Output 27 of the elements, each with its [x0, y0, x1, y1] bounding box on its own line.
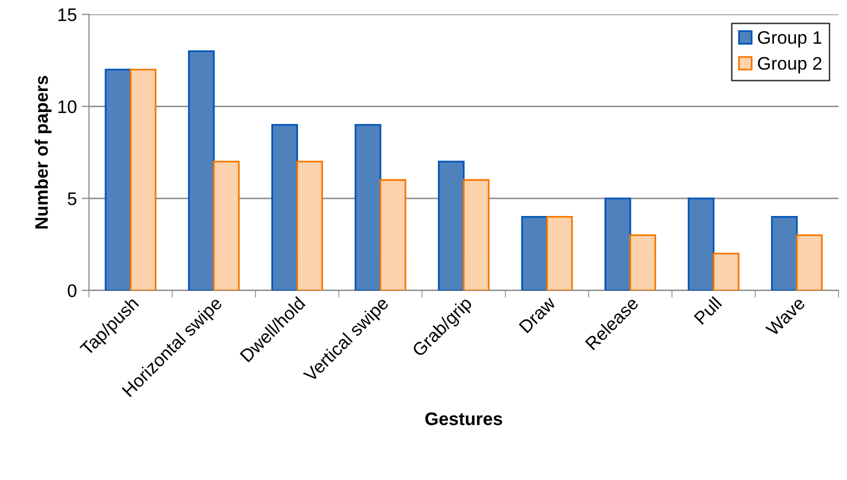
y-tick-label: 10 — [58, 100, 76, 114]
legend-label: Group 1 — [758, 31, 822, 48]
bar — [712, 252, 740, 290]
bar — [604, 198, 632, 290]
bar — [104, 68, 132, 290]
x-tick-label: Pull — [693, 296, 722, 325]
bar — [462, 179, 490, 290]
bar — [796, 234, 823, 290]
bar — [546, 216, 573, 290]
bar — [771, 216, 798, 290]
x-axis-title: Gestures — [425, 412, 502, 426]
y-tick-label: 0 — [68, 284, 76, 298]
bar — [629, 234, 656, 290]
bar — [271, 124, 298, 290]
bar — [521, 216, 548, 290]
bar — [688, 198, 714, 290]
bar — [354, 124, 382, 290]
bar — [188, 50, 215, 290]
bar — [438, 160, 465, 290]
y-tick-label: 15 — [58, 8, 76, 22]
bar — [380, 179, 406, 290]
bar — [296, 160, 323, 290]
y-tick-label: 5 — [68, 192, 76, 206]
bar — [130, 68, 156, 290]
y-axis-title: Number of papers — [34, 76, 52, 228]
bar — [213, 160, 240, 290]
legend-label: Group 2 — [758, 56, 822, 74]
